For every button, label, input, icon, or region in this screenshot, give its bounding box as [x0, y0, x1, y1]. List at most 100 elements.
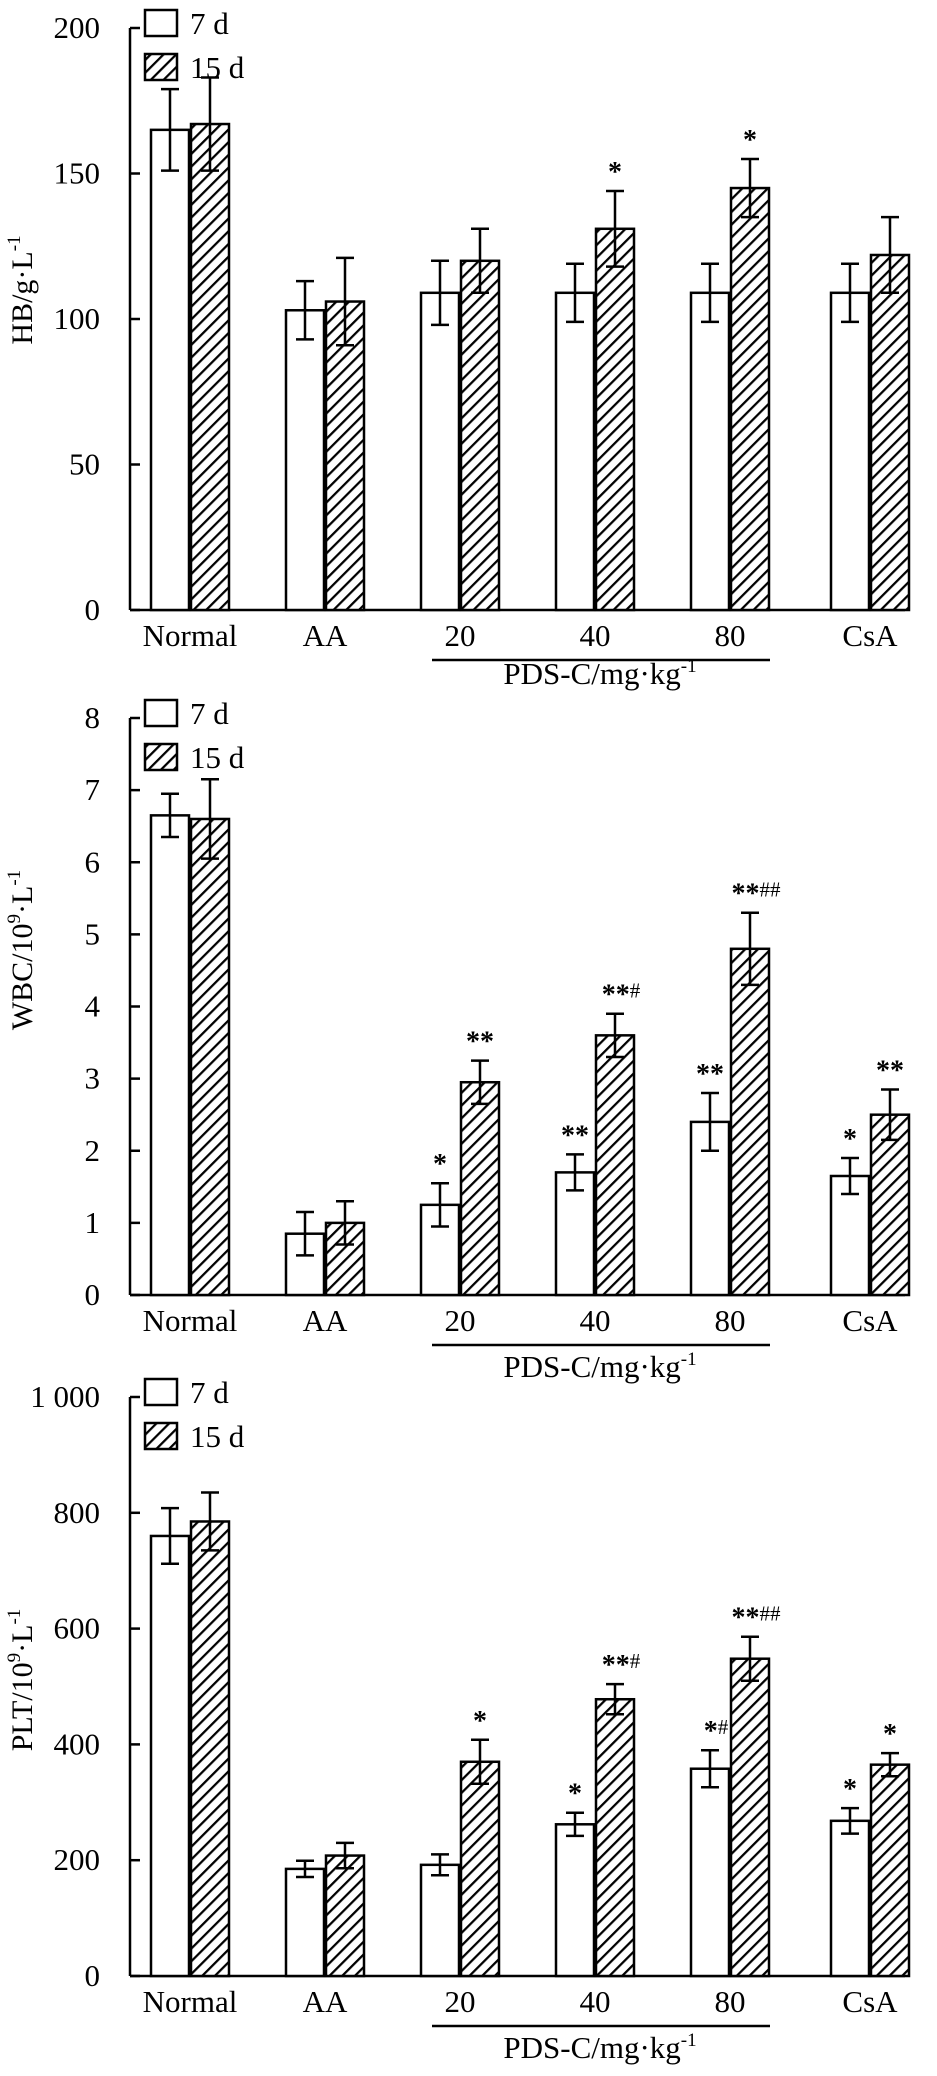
- y-tick-label: 200: [54, 10, 101, 45]
- x-category-label: Normal: [143, 1984, 238, 2019]
- bar-7d: [284, 1867, 326, 1978]
- bar-7d: [149, 814, 191, 1297]
- bar-7d: [689, 1767, 731, 1978]
- legend-swatch-7d: [143, 698, 179, 728]
- x-category-label: 20: [445, 1303, 476, 1338]
- y-tick-label: 7: [85, 772, 101, 807]
- y-axis-title: WBC/109·L-1: [4, 870, 39, 1030]
- legend-swatch-15d: [143, 52, 179, 82]
- bar-15d: [869, 253, 911, 612]
- bar-15d: [869, 1113, 911, 1297]
- bar-15d: [459, 1760, 501, 1978]
- significance-mark: *: [843, 1774, 857, 1805]
- y-tick-label: 0: [85, 1277, 101, 1312]
- bar-15d: [729, 186, 771, 612]
- legend-label: 7 d: [190, 1375, 229, 1410]
- bar-7d: [419, 1863, 461, 1978]
- bar-7d: [829, 1819, 871, 1978]
- significance-mark: *: [883, 1719, 897, 1750]
- bar-15d: [729, 947, 771, 1297]
- x-category-label: AA: [303, 1984, 348, 2019]
- bar-7d: [419, 291, 461, 612]
- y-tick-label: 1: [85, 1205, 101, 1240]
- x-category-label: 80: [715, 1984, 746, 2019]
- significance-mark: **: [561, 1120, 589, 1151]
- y-tick-label: 600: [54, 1611, 101, 1646]
- x-category-label: 40: [580, 1303, 611, 1338]
- bar-15d: [189, 817, 231, 1297]
- legend-label: 7 d: [190, 6, 229, 41]
- x-category-label: CsA: [842, 1303, 898, 1338]
- y-tick-label: 400: [54, 1726, 101, 1761]
- legend-swatch-7d: [143, 8, 179, 38]
- y-tick-label: 50: [69, 447, 100, 482]
- bar-15d: [729, 1657, 771, 1978]
- group-label: PDS-C/mg·kg-1: [503, 656, 696, 691]
- bar-7d: [554, 291, 596, 612]
- group-label: PDS-C/mg·kg-1: [503, 2030, 696, 2065]
- bar-15d: [594, 227, 636, 612]
- y-tick-label: 800: [54, 1495, 101, 1530]
- bar-15d: [459, 259, 501, 612]
- legend-label: 15 d: [190, 1419, 245, 1454]
- chart-panel-1: 0 50 100 150 200 HB/g·L-1 7 d 15 d Normal AA 20 * 40…: [4, 6, 911, 691]
- bar-15d: [189, 122, 231, 612]
- legend-label: 15 d: [190, 50, 245, 85]
- y-tick-label: 150: [54, 156, 101, 191]
- significance-mark: *: [473, 1706, 487, 1737]
- x-category-label: CsA: [842, 618, 898, 653]
- significance-mark: **: [876, 1055, 904, 1086]
- significance-mark: *: [743, 125, 757, 156]
- legend-swatch-15d: [143, 742, 179, 772]
- significance-mark: **##: [732, 1602, 782, 1634]
- y-axis-title: PLT/109·L-1: [4, 1609, 39, 1752]
- y-tick-label: 2: [85, 1133, 101, 1168]
- significance-mark: *: [568, 1779, 582, 1810]
- y-tick-label: 1 000: [30, 1379, 100, 1414]
- y-tick-label: 0: [85, 1958, 101, 1993]
- chart-panel-3: 0 200 400 600 800 1 000 PLT/109·L-1 7 d 15 d Norm…: [4, 1375, 911, 2065]
- y-tick-label: 3: [85, 1061, 101, 1096]
- legend-label: 7 d: [190, 696, 229, 731]
- bar-15d: [324, 300, 366, 612]
- y-tick-label: 8: [85, 700, 101, 735]
- x-category-label: AA: [303, 618, 348, 653]
- bar-15d: [324, 1854, 366, 1978]
- legend-swatch-7d: [143, 1377, 179, 1407]
- bar-15d: [594, 1697, 636, 1978]
- x-category-label: 40: [580, 1984, 611, 2019]
- y-tick-label: 4: [85, 989, 101, 1024]
- bar-15d: [189, 1520, 231, 1978]
- x-category-label: Normal: [143, 1303, 238, 1338]
- x-category-label: 80: [715, 618, 746, 653]
- x-category-label: 20: [445, 1984, 476, 2019]
- significance-mark: *#: [704, 1715, 729, 1747]
- significance-mark: *: [843, 1124, 857, 1155]
- bar-7d: [829, 1174, 871, 1297]
- significance-mark: **#: [602, 979, 641, 1011]
- x-category-label: Normal: [143, 618, 238, 653]
- y-tick-label: 100: [54, 301, 101, 336]
- significance-mark: **#: [602, 1649, 641, 1681]
- significance-mark: **: [466, 1027, 494, 1058]
- x-category-label: 20: [445, 618, 476, 653]
- y-tick-label: 5: [85, 916, 101, 951]
- bar-7d: [284, 309, 326, 612]
- y-tick-label: 200: [54, 1842, 101, 1877]
- y-tick-label: 6: [85, 844, 101, 879]
- y-axis-title: HB/g·L-1: [4, 235, 39, 344]
- significance-mark: *: [433, 1149, 447, 1180]
- bar-7d: [689, 291, 731, 612]
- group-label: PDS-C/mg·kg-1: [503, 1349, 696, 1384]
- significance-mark: *: [608, 157, 622, 188]
- legend-swatch-15d: [143, 1421, 179, 1451]
- bar-15d: [869, 1763, 911, 1978]
- bar-7d: [149, 1534, 191, 1978]
- legend-label: 15 d: [190, 740, 245, 775]
- bar-15d: [459, 1080, 501, 1297]
- y-tick-label: 0: [85, 592, 101, 627]
- x-category-label: 80: [715, 1303, 746, 1338]
- bar-15d: [594, 1034, 636, 1297]
